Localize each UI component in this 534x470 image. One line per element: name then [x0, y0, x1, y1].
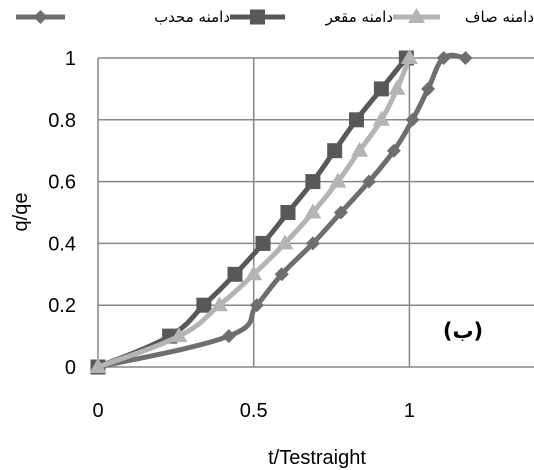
legend-label-square: دامنه مقعر [325, 8, 393, 26]
point-diamond-10 [436, 51, 451, 65]
y-tick-label-0: 0 [65, 357, 76, 379]
legend-label-diamond: دامنه محدب [154, 8, 230, 26]
point-triangle-5 [304, 203, 322, 219]
legend-label-triangle: دامنه صاف [465, 8, 534, 26]
point-diamond-4 [305, 236, 320, 251]
point-square-3 [227, 266, 243, 282]
panel-label: (ب) [443, 319, 483, 343]
point-triangle-10 [400, 49, 418, 64]
point-diamond-7 [386, 143, 401, 158]
point-diamond-6 [361, 174, 376, 189]
point-triangle-3 [245, 265, 263, 281]
grid [97, 57, 534, 368]
point-triangle-7 [351, 141, 369, 157]
point-square-2 [196, 297, 212, 313]
point-square-5 [280, 205, 296, 220]
legend-marker-triangle [408, 8, 425, 23]
y-tick-label-2: 0.4 [48, 233, 76, 255]
point-diamond-11 [458, 51, 473, 65]
x-tick-label-2: 1 [404, 400, 415, 422]
y-tick-label-5: 1 [65, 48, 76, 70]
point-diamond-5 [333, 205, 348, 220]
series-triangle [89, 49, 418, 373]
legend: دامنه محدب دامنه مقعر دامنه صاف [16, 8, 534, 26]
x-axis-label: t/Testraight [268, 447, 366, 469]
point-square-7 [327, 143, 343, 159]
x-tick-label-1: 0.5 [240, 400, 268, 422]
legend-item-square: دامنه مقعر [230, 8, 393, 26]
legend-marker-diamond [33, 10, 48, 24]
point-diamond-8 [405, 112, 420, 127]
series-square [90, 50, 414, 375]
point-square-6 [305, 174, 321, 190]
tick-labels: 0 0.2 0.4 0.6 0.8 1 0 0.5 1 [48, 48, 415, 422]
legend-item-diamond: دامنه محدب [16, 8, 230, 26]
point-triangle-1 [170, 327, 188, 343]
point-triangle-8 [372, 110, 390, 126]
point-diamond-3 [274, 267, 289, 282]
legend-item-triangle: دامنه صاف [393, 8, 534, 26]
point-diamond-1 [221, 329, 236, 344]
point-square-8 [348, 112, 364, 128]
point-triangle-0 [89, 358, 107, 373]
point-diamond-2 [249, 298, 264, 313]
x-tick-label-0: 0 [92, 400, 103, 422]
point-square-9 [373, 81, 389, 97]
y-axis-label: q/qe [10, 193, 32, 232]
y-tick-label-4: 0.8 [48, 110, 76, 132]
y-tick-label-3: 0.6 [48, 172, 76, 194]
point-triangle-9 [388, 79, 406, 95]
point-square-4 [255, 235, 271, 251]
legend-marker-square [250, 9, 265, 25]
series-layer [89, 49, 473, 375]
point-triangle-4 [276, 234, 294, 250]
point-triangle-2 [210, 296, 228, 312]
point-diamond-9 [421, 81, 436, 96]
point-triangle-6 [329, 172, 347, 188]
y-tick-label-1: 0.2 [48, 295, 76, 317]
